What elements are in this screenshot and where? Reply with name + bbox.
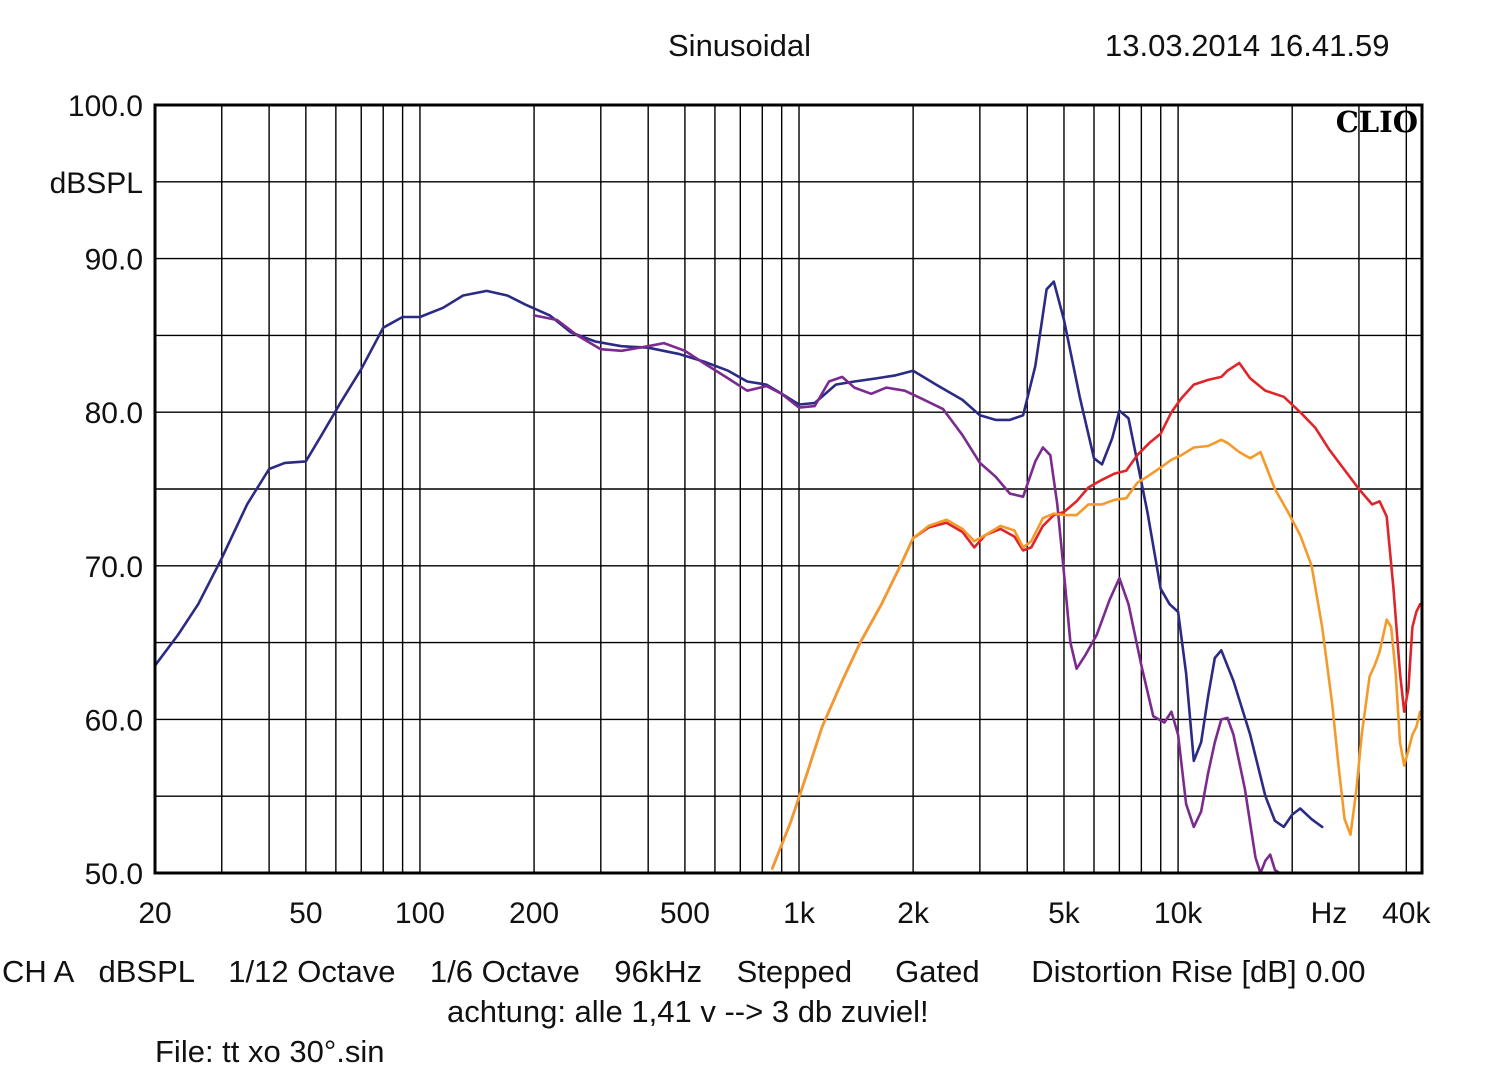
chart-axis-labels: 100.0 90.0 80.0 70.0 60.0 50.0 dBSPL 20 50 100 200…: [50, 90, 1432, 930]
y-tick-label: 100.0: [68, 90, 143, 123]
x-tick-label: 100: [395, 897, 445, 930]
y-tick-label: 70.0: [85, 551, 143, 584]
chart-series-group: [155, 280, 1422, 873]
measurement-timestamp: 13.03.2014 16.41.59: [1105, 28, 1390, 63]
measurement-note: achtung: alle 1,41 v --> 3 db zuviel!: [447, 994, 929, 1029]
y-tick-label: 60.0: [85, 704, 143, 737]
x-tick-label: 5k: [1048, 897, 1081, 930]
y-tick-label: 90.0: [85, 244, 143, 277]
y-tick-label: 80.0: [85, 397, 143, 430]
chart-grid: [155, 105, 1422, 873]
x-tick-label: 40k: [1382, 897, 1431, 930]
series-line-1: [155, 280, 1324, 829]
x-tick-label: 20: [138, 897, 171, 930]
x-tick-label: Hz: [1311, 897, 1348, 930]
x-tick-label: 50: [289, 897, 322, 930]
x-tick-label: 1k: [783, 897, 816, 930]
sweep-mode-label: Sinusoidal: [668, 28, 812, 63]
measurement-settings-line: CH A dBSPL 1/12 Octave 1/6 Octave 96kHz …: [2, 954, 1366, 989]
y-tick-label: 50.0: [85, 858, 143, 891]
x-tick-label: 2k: [897, 897, 930, 930]
series-line-3: [770, 361, 1422, 870]
series-line-2: [532, 314, 1281, 873]
series-line-4: [770, 438, 1422, 870]
x-tick-label: 500: [660, 897, 710, 930]
x-tick-label: 200: [509, 897, 559, 930]
file-name-label: File: tt xo 30°.sin: [155, 1034, 385, 1069]
clio-brand-logo: CLIO: [1336, 105, 1418, 139]
x-tick-label: 10k: [1154, 897, 1203, 930]
plot-frame: [153, 103, 1424, 875]
y-axis-label: dBSPL: [50, 167, 143, 200]
